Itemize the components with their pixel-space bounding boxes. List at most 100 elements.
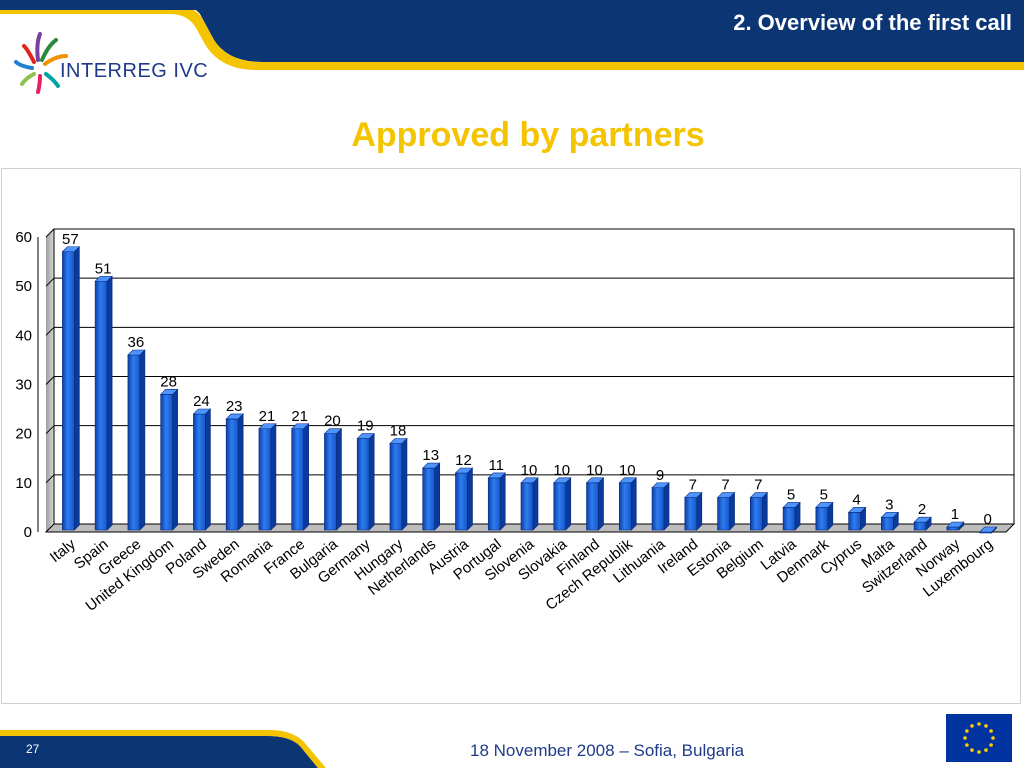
eu-star: [984, 748, 988, 752]
gridline-side: [45, 277, 55, 287]
bar: [62, 251, 75, 531]
bar-side: [336, 427, 342, 531]
bar-top: [94, 275, 113, 282]
bar-side: [762, 491, 768, 531]
data-label: 57: [62, 231, 79, 248]
section-title: 2. Overview of the first call: [733, 10, 1012, 35]
bar-top: [880, 511, 900, 518]
bar-top: [946, 521, 965, 528]
bar-top: [553, 477, 572, 484]
bar-top: [520, 477, 539, 484]
data-label: 9: [656, 467, 664, 484]
bar: [750, 497, 763, 531]
slide-title: Approved by partners: [351, 116, 705, 154]
gridline-side: [45, 425, 55, 435]
logo-text: INTERREG IVC: [60, 60, 209, 82]
bar: [651, 487, 665, 531]
header-band: [0, 0, 1024, 70]
bar-top: [487, 472, 506, 479]
y-tick-label: 60: [15, 229, 32, 246]
bar-top: [782, 502, 801, 508]
data-label: 28: [160, 373, 177, 390]
data-label: 7: [754, 477, 762, 494]
bar: [913, 521, 927, 531]
bar-side: [139, 349, 146, 531]
bar: [815, 507, 829, 531]
eu-star: [970, 724, 974, 728]
bar-side: [434, 462, 441, 531]
data-label: 10: [586, 462, 603, 479]
data-label: 10: [619, 462, 636, 479]
bar-side: [467, 467, 473, 531]
bar: [848, 512, 861, 531]
bar: [291, 428, 304, 531]
bar: [193, 413, 206, 531]
eu-star: [977, 750, 981, 754]
page-number: 27: [26, 742, 40, 756]
bar: [487, 477, 501, 531]
bar-side: [499, 472, 506, 531]
bar-side: [368, 432, 375, 531]
bar-side: [598, 477, 604, 531]
bar-side: [696, 491, 703, 531]
bar-side: [729, 491, 735, 531]
bar: [455, 472, 468, 531]
data-label: 51: [95, 260, 112, 277]
bar: [422, 467, 436, 531]
bar-top: [618, 477, 638, 484]
bar-top: [323, 428, 343, 434]
bar-top: [192, 408, 212, 415]
data-label: 5: [787, 486, 795, 503]
eu-star: [989, 729, 993, 733]
data-label: 12: [455, 452, 472, 469]
data-label: 21: [291, 408, 308, 425]
footer-band: [0, 730, 326, 768]
data-label: 20: [324, 413, 341, 430]
data-label: 7: [689, 477, 697, 494]
bar-top: [389, 438, 408, 444]
footer-date-location: 18 November 2008 – Sofia, Bulgaria: [470, 741, 745, 760]
bar-top: [684, 492, 703, 498]
bar-side: [205, 408, 211, 531]
gridline-side: [45, 474, 55, 484]
bar: [520, 482, 534, 531]
bar-top: [290, 423, 310, 430]
data-label: 0: [983, 511, 991, 528]
bar-top: [225, 413, 244, 420]
eu-star: [989, 743, 993, 747]
y-tick-label: 10: [15, 475, 32, 492]
data-label: 36: [128, 334, 145, 351]
bar: [94, 280, 108, 531]
bar: [127, 354, 141, 531]
bar: [160, 394, 173, 531]
bar: [258, 428, 272, 531]
data-label: 11: [488, 457, 504, 474]
data-label: 24: [193, 393, 210, 410]
bar: [782, 507, 796, 531]
eu-star: [965, 729, 969, 733]
interreg-logo: INTERREG IVC: [10, 22, 220, 94]
y-tick-label: 40: [15, 327, 32, 344]
bar-side: [237, 413, 244, 531]
data-label: 21: [259, 408, 276, 425]
bar-top: [454, 467, 474, 474]
data-label: 4: [852, 491, 860, 508]
bar-side: [565, 477, 572, 531]
eu-star: [965, 743, 969, 747]
bar-top: [847, 507, 867, 513]
y-tick-label: 30: [15, 377, 32, 394]
data-label: 3: [885, 496, 893, 513]
bar-top: [421, 462, 441, 469]
bar-top: [258, 423, 277, 430]
bar: [946, 526, 960, 531]
data-label: 10: [553, 462, 570, 479]
bar: [881, 516, 894, 531]
data-label: 13: [422, 447, 439, 464]
eu-star: [984, 724, 988, 728]
eu-star: [963, 736, 967, 740]
y-tick-label: 50: [15, 278, 32, 295]
data-label: 7: [721, 477, 729, 494]
eu-star: [991, 736, 995, 740]
gridline-side: [45, 326, 55, 336]
